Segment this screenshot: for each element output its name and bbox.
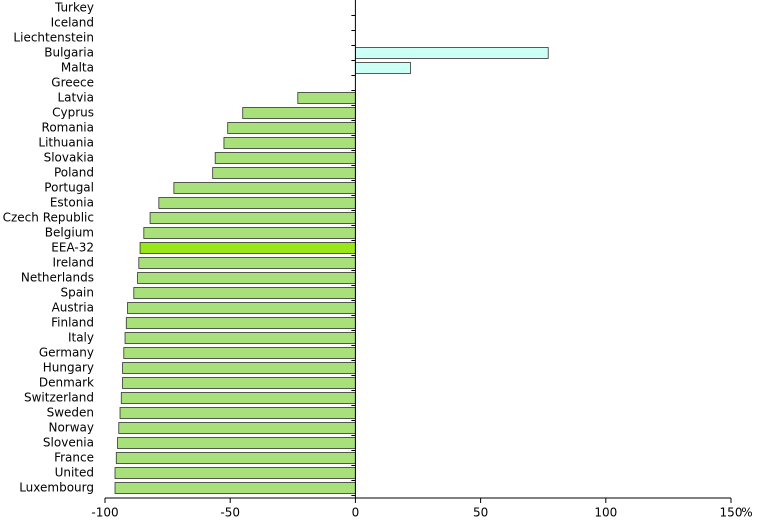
y-tick-label: Finland bbox=[51, 316, 94, 330]
y-tick-label: Denmark bbox=[39, 376, 94, 390]
bar bbox=[122, 377, 356, 389]
bar bbox=[158, 197, 356, 209]
bar bbox=[133, 287, 356, 299]
x-tick-label: -100 bbox=[91, 506, 118, 520]
y-tick-label: Greece bbox=[51, 76, 94, 90]
y-tick-label: Estonia bbox=[50, 196, 94, 210]
y-tick-label: Bulgaria bbox=[44, 46, 94, 60]
y-tick-label: Slovakia bbox=[44, 151, 94, 165]
y-tick-label: EEA-32 bbox=[51, 241, 94, 255]
x-tick-label: 0 bbox=[352, 506, 360, 520]
y-tick-label: Spain bbox=[60, 286, 94, 300]
bar bbox=[227, 122, 356, 134]
bar bbox=[114, 467, 356, 479]
bar bbox=[120, 392, 356, 404]
y-tick-label: Slovenia bbox=[43, 436, 94, 450]
y-tick-label: Norway bbox=[48, 421, 94, 435]
bar bbox=[124, 332, 356, 344]
y-tick-label: Romania bbox=[42, 121, 94, 135]
y-tick-label: Lithuania bbox=[38, 136, 94, 150]
bar bbox=[149, 212, 356, 224]
x-tick-label: 100 bbox=[594, 506, 617, 520]
y-tick-label: Austria bbox=[52, 301, 94, 315]
bar bbox=[123, 347, 356, 359]
bar bbox=[137, 272, 356, 284]
bar bbox=[119, 407, 356, 419]
y-tick-label: Iceland bbox=[51, 16, 94, 30]
bar bbox=[122, 362, 356, 374]
y-tick-label: Italy bbox=[68, 331, 94, 345]
bar bbox=[115, 452, 356, 464]
x-axis-label: % bbox=[741, 506, 752, 520]
bar bbox=[139, 242, 356, 254]
x-tick-label: 50 bbox=[473, 506, 488, 520]
bar bbox=[214, 152, 356, 164]
y-tick-label: Czech Republic bbox=[3, 211, 94, 225]
x-tick-label: -50 bbox=[220, 506, 240, 520]
y-tick-label: France bbox=[54, 451, 94, 465]
bar bbox=[125, 317, 356, 329]
y-tick-label: Latvia bbox=[57, 91, 94, 105]
bar bbox=[173, 182, 356, 194]
y-tick-label: Ireland bbox=[52, 256, 94, 270]
y-tick-label: Turkey bbox=[54, 1, 94, 15]
bar bbox=[118, 422, 356, 434]
y-tick-label: Hungary bbox=[43, 361, 94, 375]
y-tick-label: Netherlands bbox=[21, 271, 94, 285]
bar bbox=[127, 302, 356, 314]
y-tick-label: Belgium bbox=[45, 226, 94, 240]
y-tick-label: Luxembourg bbox=[19, 481, 94, 495]
y-tick-label: Portugal bbox=[44, 181, 94, 195]
y-tick-label: Liechtenstein bbox=[13, 31, 94, 45]
bar bbox=[354, 47, 549, 59]
bar bbox=[212, 167, 356, 179]
y-tick-label: Switzerland bbox=[24, 391, 94, 405]
y-tick-label: Poland bbox=[54, 166, 94, 180]
y-tick-label: Germany bbox=[39, 346, 94, 360]
y-tick-label: United bbox=[55, 466, 94, 480]
bar bbox=[242, 107, 356, 119]
y-tick-label: Malta bbox=[61, 61, 94, 75]
x-tick-label: 150 bbox=[720, 506, 743, 520]
bar bbox=[114, 482, 356, 494]
bar bbox=[138, 257, 356, 269]
bar bbox=[297, 92, 356, 104]
bar bbox=[354, 62, 411, 74]
bar bbox=[143, 227, 356, 239]
bar bbox=[117, 437, 356, 449]
bar bbox=[223, 137, 356, 149]
y-tick-label: Cyprus bbox=[52, 106, 94, 120]
y-tick-label: Sweden bbox=[47, 406, 94, 420]
